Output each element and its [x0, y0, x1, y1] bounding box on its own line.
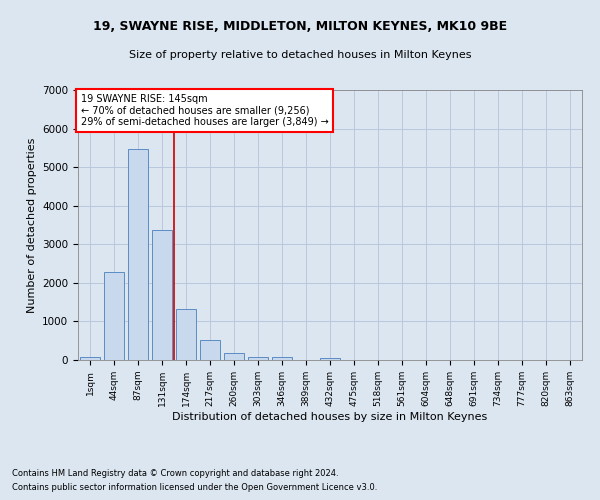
Bar [152, 230, 172, 360]
Y-axis label: Number of detached properties: Number of detached properties [26, 138, 37, 312]
Text: Contains public sector information licensed under the Open Government Licence v3: Contains public sector information licen… [12, 484, 377, 492]
Bar [104, 272, 124, 360]
Bar [248, 356, 268, 360]
Bar [80, 358, 100, 360]
Bar [176, 310, 196, 360]
Bar [200, 340, 220, 360]
Bar [224, 353, 244, 360]
Text: Size of property relative to detached houses in Milton Keynes: Size of property relative to detached ho… [129, 50, 471, 60]
Bar [272, 358, 292, 360]
X-axis label: Distribution of detached houses by size in Milton Keynes: Distribution of detached houses by size … [172, 412, 488, 422]
Text: Contains HM Land Registry data © Crown copyright and database right 2024.: Contains HM Land Registry data © Crown c… [12, 468, 338, 477]
Text: 19 SWAYNE RISE: 145sqm
← 70% of detached houses are smaller (9,256)
29% of semi-: 19 SWAYNE RISE: 145sqm ← 70% of detached… [80, 94, 328, 127]
Text: 19, SWAYNE RISE, MIDDLETON, MILTON KEYNES, MK10 9BE: 19, SWAYNE RISE, MIDDLETON, MILTON KEYNE… [93, 20, 507, 33]
Bar [320, 358, 340, 360]
Bar [128, 148, 148, 360]
